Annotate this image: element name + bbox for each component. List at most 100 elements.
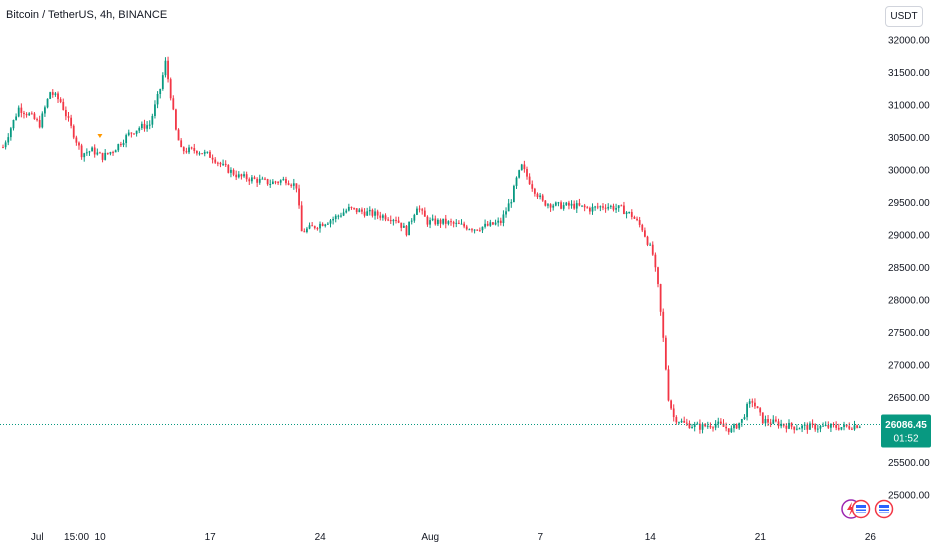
candle [384, 213, 387, 222]
time-axis[interactable]: Jul 15:00 10 17 24 Aug 7 14 21 26 [31, 532, 877, 543]
candle-body [662, 311, 665, 338]
candle-body [282, 179, 285, 181]
candle [332, 216, 335, 225]
candle [216, 161, 219, 167]
candle-body [840, 427, 843, 430]
candle-body [164, 60, 167, 76]
candle-body [754, 402, 756, 407]
candle [688, 420, 691, 429]
x-tick-label: 17 [205, 532, 217, 543]
candle-body [675, 417, 678, 423]
candle-body [133, 133, 135, 135]
candle [465, 224, 468, 231]
candle [211, 154, 214, 164]
candle-body [539, 195, 541, 198]
candle [130, 132, 133, 138]
candle-body [303, 231, 306, 233]
us-flag-badge-icon-2[interactable] [874, 499, 894, 519]
candle [675, 415, 678, 425]
candle-body [646, 236, 649, 245]
last-price-tag: 26086.45 01:52 [881, 414, 931, 448]
x-tick-label: 24 [315, 532, 327, 543]
candle [33, 112, 36, 120]
candle [38, 115, 41, 129]
candle [473, 229, 476, 234]
candle [49, 91, 52, 100]
candle [822, 422, 824, 427]
candle-body [814, 424, 817, 430]
candle-body [313, 226, 316, 229]
candle [528, 173, 531, 185]
candle [36, 117, 38, 122]
candle [15, 113, 17, 121]
candle [423, 207, 426, 217]
candle [641, 223, 644, 233]
candle [620, 204, 623, 207]
candle [112, 150, 114, 156]
candle-body [23, 112, 25, 115]
candle [80, 143, 83, 160]
candle-body [175, 109, 177, 130]
candle [816, 424, 819, 433]
candle [342, 208, 345, 217]
candle [798, 427, 801, 430]
candle [96, 148, 99, 156]
candle-body [751, 401, 754, 403]
candle-body [421, 209, 424, 211]
candle [638, 216, 641, 228]
candle-body [442, 218, 445, 224]
candle [311, 222, 314, 227]
candle [374, 208, 376, 220]
candle [143, 119, 146, 132]
us-flag-badge-icon[interactable] [851, 499, 871, 519]
candle-body [326, 223, 329, 225]
candle [201, 153, 204, 155]
candle-body [541, 195, 544, 201]
candle-body [489, 222, 492, 226]
candle-body [240, 174, 243, 177]
candle-body [72, 125, 75, 138]
candle [478, 227, 481, 232]
currency-button[interactable]: USDT [885, 6, 923, 27]
candle-body [536, 193, 539, 198]
candle-body [586, 207, 589, 209]
candle [2, 144, 4, 149]
bottom-badges[interactable] [841, 499, 894, 519]
candle [245, 171, 248, 182]
candle-body [523, 164, 526, 170]
candle-body [148, 124, 151, 126]
candle-body [431, 218, 434, 221]
candle [429, 217, 431, 229]
candle [772, 415, 775, 425]
last-price-tag-bg [881, 414, 931, 448]
candle [633, 215, 636, 219]
candle [195, 150, 198, 156]
candle [489, 219, 492, 227]
candle [146, 121, 148, 132]
candle-body [772, 419, 775, 424]
candle-body [562, 205, 565, 209]
candle [329, 218, 332, 228]
candle-body [36, 119, 38, 121]
candle [471, 227, 473, 233]
candle-body [190, 147, 193, 149]
candle [313, 225, 316, 230]
candle [481, 226, 484, 234]
candle [759, 407, 762, 416]
candle-body [156, 94, 159, 105]
candle-body [44, 107, 46, 114]
candle [442, 218, 445, 226]
candle [156, 91, 159, 109]
candle-body [405, 225, 408, 236]
candle [573, 200, 576, 210]
candle-body [434, 218, 437, 225]
candle [754, 398, 756, 409]
candle [303, 228, 306, 233]
candle-body [790, 422, 793, 427]
candle [748, 398, 751, 408]
candle [657, 266, 659, 288]
candle-body [120, 144, 122, 146]
candle-body [816, 428, 819, 430]
candle-body [738, 422, 741, 429]
